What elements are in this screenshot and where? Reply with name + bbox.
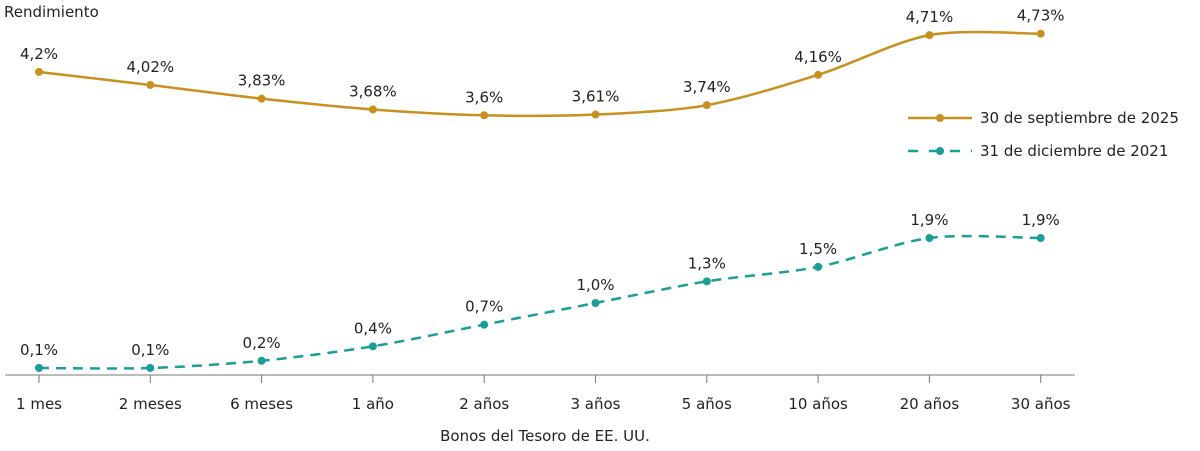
data-label: 0,1% [131, 341, 169, 359]
data-label: 1,5% [799, 240, 837, 258]
legend-item: 30 de septiembre de 2025 [908, 109, 1179, 127]
x-tick-label: 1 mes [16, 395, 62, 413]
data-point [1036, 29, 1045, 38]
data-label: 0,7% [465, 298, 503, 316]
legend-marker [936, 147, 944, 155]
data-label: 4,2% [20, 45, 58, 63]
x-tick-label: 6 meses [230, 395, 293, 413]
data-point [591, 299, 600, 307]
legend-item: 31 de diciembre de 2021 [908, 142, 1168, 160]
data-label: 1,9% [1022, 211, 1060, 229]
data-point [146, 80, 155, 89]
data-point [368, 342, 377, 351]
data-label: 0,2% [243, 334, 281, 352]
data-label: 4,16% [794, 48, 842, 66]
data-point [257, 356, 266, 365]
series-2021: 0,1% 0,1% 0,2% 0,4% 0,7% 1,0% 1,3% 1,5% 1,9% 1,9% [20, 211, 1060, 372]
x-tick-label: 1 año [352, 395, 394, 413]
x-tick-label: 30 años [1011, 395, 1071, 413]
legend-marker [936, 114, 944, 122]
data-label: 3,61% [572, 88, 620, 106]
data-label: 1,9% [910, 211, 948, 229]
legend-label: 30 de septiembre de 2025 [980, 109, 1179, 127]
data-point [257, 94, 266, 103]
data-label: 4,73% [1017, 7, 1065, 25]
data-point [591, 110, 600, 119]
data-label: 3,68% [349, 83, 397, 101]
data-point [35, 67, 43, 76]
series-2025: 4,2% 4,02% 3,83% 3,68% 3,6% 3,61% 3,74% 4,16% 4,… [20, 7, 1065, 120]
x-axis-label: Bonos del Tesoro de EE. UU. [440, 427, 650, 445]
data-label: 1,3% [688, 254, 726, 272]
data-point [702, 101, 711, 110]
data-point [814, 70, 823, 79]
y-axis-label: Rendimiento [4, 3, 99, 21]
data-point [814, 262, 823, 271]
series-line [38, 30, 1041, 118]
data-point [35, 363, 43, 372]
data-point [368, 105, 377, 114]
data-point [1036, 234, 1045, 243]
data-point [925, 31, 934, 40]
x-tick-label: 20 años [900, 395, 960, 413]
legend-label: 31 de diciembre de 2021 [980, 142, 1168, 160]
legend: 30 de septiembre de 2025 31 de diciembre … [908, 109, 1179, 160]
data-point [480, 320, 489, 329]
data-label: 3,6% [465, 88, 503, 106]
series-line [38, 234, 1041, 370]
data-label: 0,1% [20, 341, 58, 359]
data-point [925, 234, 934, 243]
data-label: 1,0% [576, 276, 614, 294]
data-label: 3,74% [683, 78, 731, 96]
data-label: 4,71% [906, 8, 954, 26]
x-tick-label: 5 años [682, 395, 732, 413]
data-label: 0,4% [354, 319, 392, 337]
data-point [702, 277, 711, 286]
x-tick-label: 3 años [570, 395, 620, 413]
data-label: 3,83% [238, 72, 286, 90]
x-tick-label: 2 meses [119, 395, 182, 413]
x-tick-label: 10 años [788, 395, 848, 413]
data-point [480, 111, 489, 120]
data-label: 4,02% [126, 58, 174, 76]
x-tick-label: 2 años [459, 395, 509, 413]
data-point [146, 363, 155, 372]
